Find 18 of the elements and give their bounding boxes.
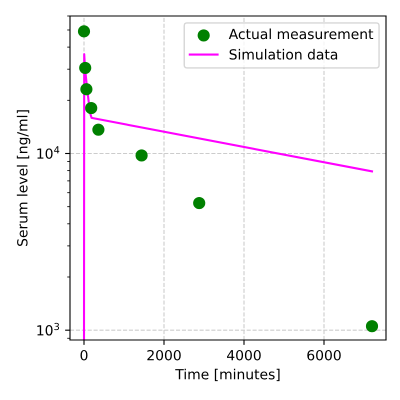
point — [193, 197, 206, 210]
point — [92, 124, 104, 136]
x-tick-label: 0 — [80, 350, 88, 360]
y-axis-title: Serum level [ng/ml] — [16, 110, 30, 246]
point — [366, 320, 378, 332]
legend-label: Actual measurement — [228, 28, 374, 40]
point — [80, 83, 92, 96]
x-axis-title: Time [minutes] — [175, 368, 280, 382]
legend-label: Simulation data — [230, 48, 338, 60]
point — [136, 149, 148, 162]
x-tick-label: 4000 — [227, 350, 261, 360]
point — [78, 25, 90, 38]
point — [79, 62, 92, 74]
x-tick-label: 6000 — [307, 350, 341, 360]
y-tick-label: 10$^{4}$ — [37, 146, 60, 159]
y-tick-label: 10$^{3}$ — [37, 322, 60, 336]
point — [85, 102, 98, 114]
x-tick-label: 2000 — [147, 350, 181, 360]
